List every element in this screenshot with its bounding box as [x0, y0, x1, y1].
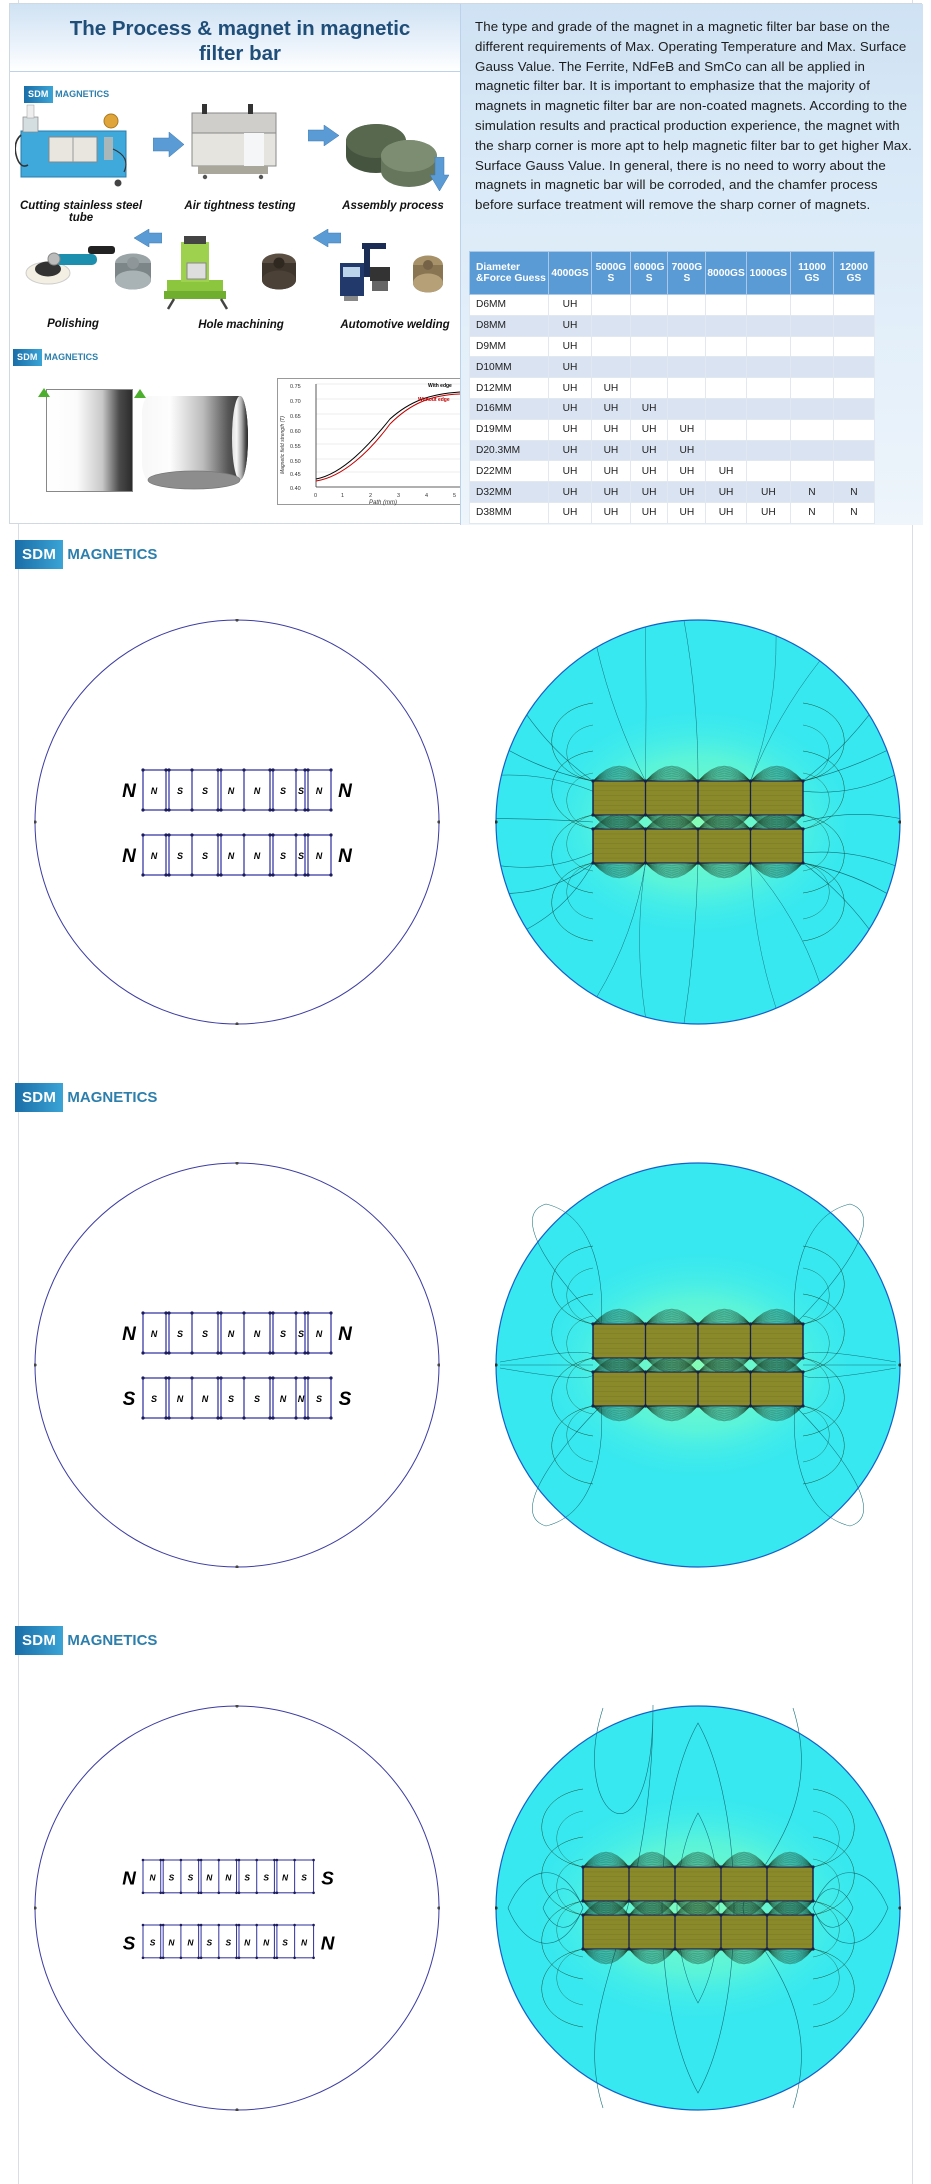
svg-text:S: S	[188, 1873, 194, 1883]
svg-text:S: S	[151, 1394, 157, 1404]
svg-text:N: N	[254, 786, 261, 796]
svg-text:N: N	[282, 1873, 289, 1883]
svg-text:S: S	[202, 786, 208, 796]
svg-text:N: N	[122, 1868, 136, 1889]
svg-text:S: S	[123, 1389, 136, 1410]
svg-text:S: S	[202, 851, 208, 861]
svg-text:0.70: 0.70	[290, 399, 301, 405]
svg-text:N: N	[244, 1938, 251, 1948]
svg-text:0.75: 0.75	[290, 384, 301, 390]
svg-text:N: N	[151, 851, 158, 861]
svg-text:S: S	[177, 851, 183, 861]
svg-text:N: N	[228, 1329, 235, 1339]
svg-text:N: N	[122, 846, 137, 867]
svg-text:N: N	[168, 1938, 175, 1948]
svg-text:S: S	[280, 851, 286, 861]
svg-text:S: S	[316, 1394, 322, 1404]
svg-text:S: S	[202, 1329, 208, 1339]
svg-text:N: N	[149, 1873, 156, 1883]
svg-text:S: S	[298, 1329, 304, 1339]
svg-text:N: N	[151, 786, 158, 796]
svg-text:S: S	[225, 1938, 231, 1948]
svg-text:S: S	[244, 1873, 250, 1883]
svg-text:N: N	[316, 1329, 323, 1339]
svg-text:0: 0	[314, 493, 317, 499]
svg-text:S: S	[228, 1394, 234, 1404]
svg-text:0.50: 0.50	[290, 459, 301, 465]
svg-text:2: 2	[369, 493, 372, 499]
svg-text:5: 5	[453, 493, 456, 499]
svg-text:0.60: 0.60	[290, 429, 301, 435]
svg-text:N: N	[316, 786, 323, 796]
svg-text:N: N	[187, 1938, 194, 1948]
svg-text:S: S	[301, 1873, 307, 1883]
svg-text:With edge: With edge	[428, 383, 452, 389]
svg-text:N: N	[206, 1873, 213, 1883]
svg-text:N: N	[254, 1329, 261, 1339]
svg-text:S: S	[123, 1933, 136, 1954]
svg-text:Path (mm): Path (mm)	[369, 500, 397, 506]
svg-text:N: N	[316, 851, 323, 861]
svg-text:N: N	[338, 846, 353, 867]
svg-text:N: N	[228, 786, 235, 796]
svg-text:S: S	[207, 1938, 213, 1948]
svg-text:N: N	[122, 781, 137, 802]
svg-text:S: S	[254, 1394, 260, 1404]
svg-text:N: N	[177, 1394, 184, 1404]
svg-text:S: S	[280, 1329, 286, 1339]
svg-text:0.65: 0.65	[290, 414, 301, 420]
svg-text:N: N	[202, 1394, 209, 1404]
svg-text:N: N	[254, 851, 261, 861]
svg-text:N: N	[338, 1324, 353, 1345]
svg-text:S: S	[150, 1938, 156, 1948]
svg-text:Magnetic field strength (T): Magnetic field strength (T)	[280, 416, 286, 474]
svg-text:N: N	[298, 1394, 305, 1404]
svg-text:1: 1	[341, 493, 344, 499]
svg-text:0.40: 0.40	[290, 486, 301, 492]
svg-text:S: S	[177, 786, 183, 796]
svg-text:N: N	[321, 1933, 335, 1954]
svg-text:3: 3	[397, 493, 400, 499]
svg-text:S: S	[282, 1938, 288, 1948]
svg-text:4: 4	[425, 493, 428, 499]
svg-text:0.45: 0.45	[290, 472, 301, 478]
svg-text:N: N	[151, 1329, 158, 1339]
svg-text:N: N	[301, 1938, 308, 1948]
svg-text:S: S	[298, 786, 304, 796]
svg-text:0.55: 0.55	[290, 444, 301, 450]
svg-text:S: S	[280, 786, 286, 796]
svg-text:N: N	[338, 781, 353, 802]
svg-text:N: N	[280, 1394, 287, 1404]
svg-text:Without edge: Without edge	[418, 397, 450, 403]
svg-text:S: S	[339, 1389, 352, 1410]
svg-text:N: N	[122, 1324, 137, 1345]
svg-text:N: N	[263, 1938, 270, 1948]
svg-text:S: S	[169, 1873, 175, 1883]
svg-text:S: S	[321, 1868, 334, 1889]
svg-text:N: N	[228, 851, 235, 861]
svg-text:S: S	[263, 1873, 269, 1883]
svg-text:S: S	[298, 851, 304, 861]
svg-text:N: N	[225, 1873, 232, 1883]
svg-text:S: S	[177, 1329, 183, 1339]
